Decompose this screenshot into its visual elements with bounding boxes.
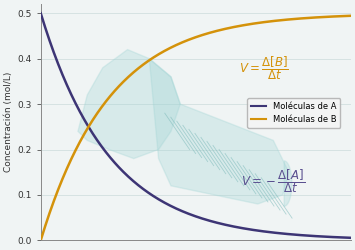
Polygon shape: [284, 161, 292, 206]
Legend: Moléculas de A, Moléculas de B: Moléculas de A, Moléculas de B: [247, 98, 340, 128]
Polygon shape: [78, 50, 180, 158]
Text: $V = \dfrac{\Delta[B]}{\Delta t}$: $V = \dfrac{\Delta[B]}{\Delta t}$: [239, 54, 289, 82]
Polygon shape: [149, 59, 289, 204]
Y-axis label: Concentración (mol/L): Concentración (mol/L): [4, 72, 13, 172]
Text: $V = -\dfrac{\Delta[A]}{\Delta t}$: $V = -\dfrac{\Delta[A]}{\Delta t}$: [241, 168, 305, 195]
